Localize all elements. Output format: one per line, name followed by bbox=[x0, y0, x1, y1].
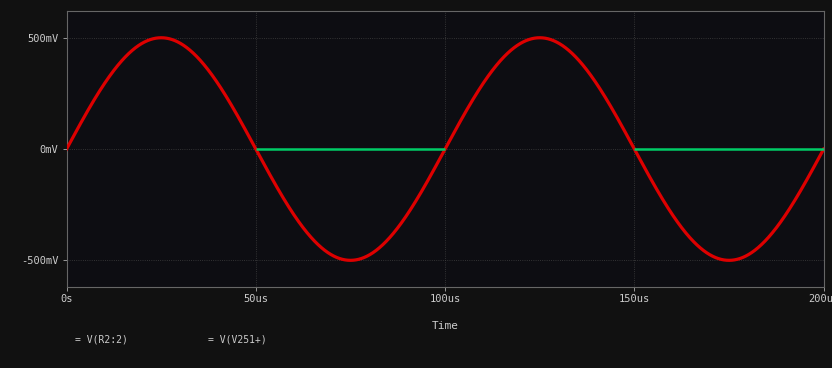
Text: = V(V251+): = V(V251+) bbox=[208, 334, 267, 344]
X-axis label: Time: Time bbox=[432, 321, 458, 331]
Text: = V(R2:2): = V(R2:2) bbox=[75, 334, 128, 344]
